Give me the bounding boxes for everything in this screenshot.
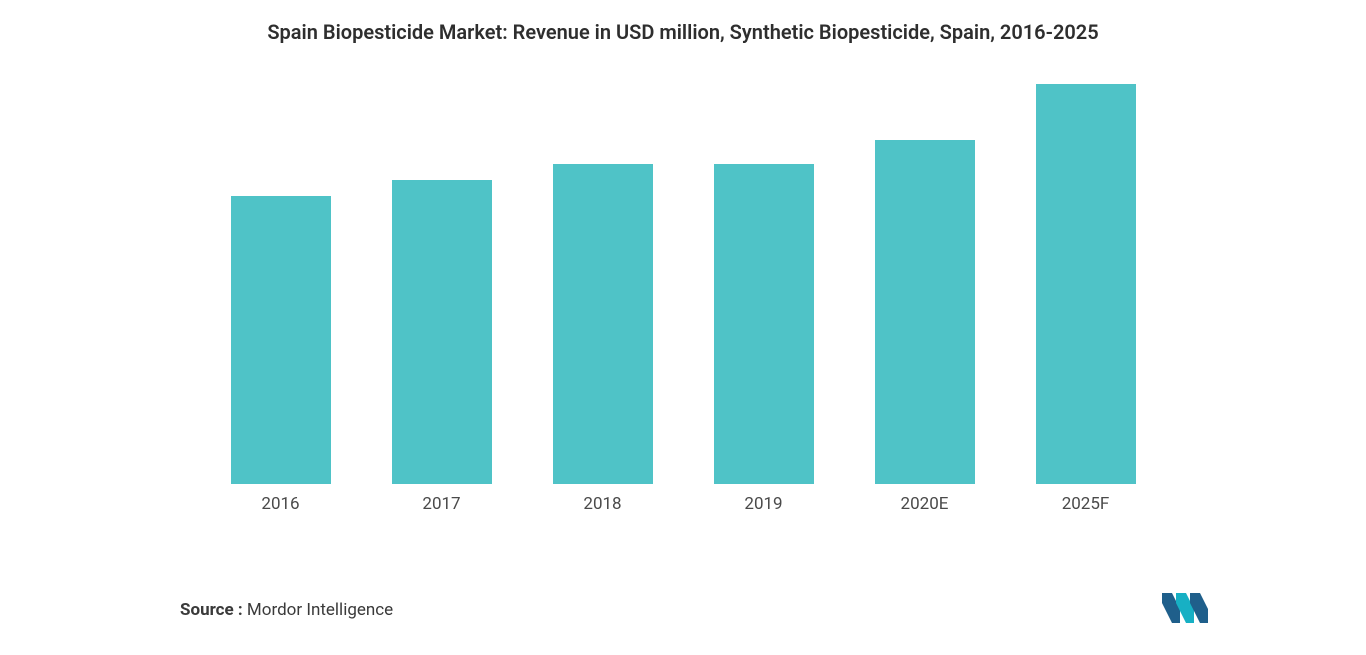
bar-2020e (875, 140, 975, 484)
bar-slot (361, 84, 522, 484)
chart-container: 2016 2017 2018 2019 2020E 2025F (0, 84, 1366, 484)
source-footer: Source : Mordor Intelligence (180, 600, 393, 620)
bar-slot (683, 84, 844, 484)
bar-2025f (1036, 84, 1136, 484)
x-label: 2018 (522, 494, 683, 514)
mordor-logo-icon (1160, 589, 1216, 625)
bar-slot (522, 84, 683, 484)
bar-2018 (553, 164, 653, 484)
bar-slot (200, 84, 361, 484)
x-label: 2017 (361, 494, 522, 514)
chart-title: Spain Biopesticide Market: Revenue in US… (0, 0, 1366, 54)
bar-slot (844, 84, 1005, 484)
bar-2019 (714, 164, 814, 484)
bar-slot (1005, 84, 1166, 484)
x-label: 2020E (844, 494, 1005, 514)
x-label: 2016 (200, 494, 361, 514)
x-label: 2025F (1005, 494, 1166, 514)
source-label: Source : (180, 600, 243, 620)
x-label: 2019 (683, 494, 844, 514)
source-text: Mordor Intelligence (243, 600, 393, 620)
x-axis-labels: 2016 2017 2018 2019 2020E 2025F (200, 494, 1166, 514)
bars-group (200, 84, 1166, 484)
bar-2017 (392, 180, 492, 484)
chart-plot-area: 2016 2017 2018 2019 2020E 2025F (140, 84, 1226, 484)
bar-2016 (231, 196, 331, 484)
